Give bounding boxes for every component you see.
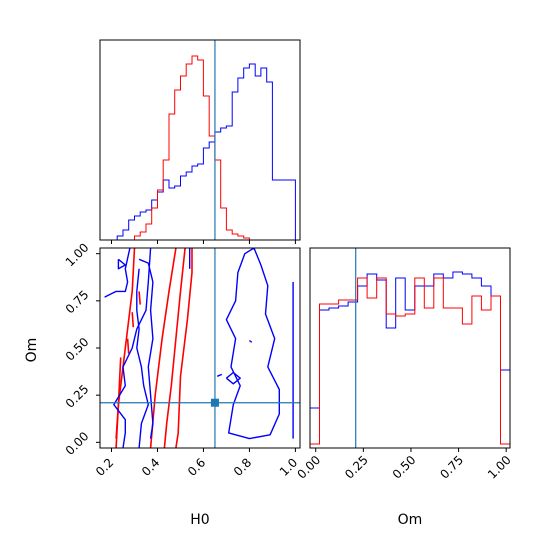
contour-series_a-13 <box>225 248 280 440</box>
contour-ytick-label: 0.50 <box>63 335 92 364</box>
contour-series_b-5 <box>126 338 130 354</box>
contour-xtick-label: 0.8 <box>231 455 254 478</box>
contour-series_a-17 <box>216 373 223 377</box>
contour-series_b-2 <box>149 248 177 448</box>
contour-series_a-9 <box>113 248 152 448</box>
histogram-h0-panel <box>99 39 301 244</box>
x-axis-label-h0: H0 <box>190 512 209 528</box>
hist-om-xtick-label: 0.75 <box>437 453 466 482</box>
contour-series_a-12 <box>117 258 127 270</box>
contour-ytick-label: 0.25 <box>63 382 92 411</box>
contour-series_b-4 <box>115 357 122 439</box>
contour-series_b-1 <box>163 248 186 448</box>
contour-h0-om-panel: 0.2 0.4 0.6 0.8 1.0 0.00 0.25 0.50 0.75 1.00 <box>63 240 301 479</box>
hist-om-xtick-label: 1.00 <box>485 453 514 482</box>
contour-lines <box>104 248 294 448</box>
y-axis-label-om: Om <box>24 338 40 363</box>
contour-frame <box>99 247 301 449</box>
contour-series_a-8 <box>104 248 131 298</box>
contour-ytick-label: 0.00 <box>63 429 92 458</box>
contour-series_a-16 <box>248 339 253 343</box>
hist-h0-series-series_b <box>100 55 296 240</box>
contour-xtick-label: 0.2 <box>93 455 116 478</box>
contour-ytick-label: 0.75 <box>63 288 92 317</box>
hist-om-series-series_b <box>310 277 510 448</box>
contour-series_a-10 <box>136 268 150 448</box>
contour-series_a-15 <box>225 371 241 385</box>
contour-series_b-0 <box>175 248 193 448</box>
hist-om-xtick-label: 0.00 <box>294 453 323 482</box>
contour-xtick-label: 0.6 <box>185 455 208 478</box>
contour-series_b-7 <box>138 291 141 305</box>
contour-series_b-6 <box>131 312 135 328</box>
contour-series_a-11 <box>138 258 154 439</box>
hist-h0-frame <box>99 39 301 241</box>
histogram-om-panel: 0.00 0.25 0.50 0.75 1.00 <box>294 247 514 482</box>
x-axis-label-om: Om <box>398 512 423 528</box>
hist-om-frame <box>309 247 511 449</box>
hist-om-xtick-label: 0.50 <box>390 453 419 482</box>
hist-om-xtick-label: 0.25 <box>342 453 371 482</box>
hist-h0-series-series_a <box>100 63 296 240</box>
contour-truth-marker <box>210 398 219 407</box>
hist-om-series-series_a <box>310 271 510 448</box>
contour-ytick-label: 1.00 <box>63 240 92 269</box>
contour-xtick-label: 1.0 <box>277 455 300 478</box>
contour-xtick-label: 0.4 <box>139 455 162 478</box>
